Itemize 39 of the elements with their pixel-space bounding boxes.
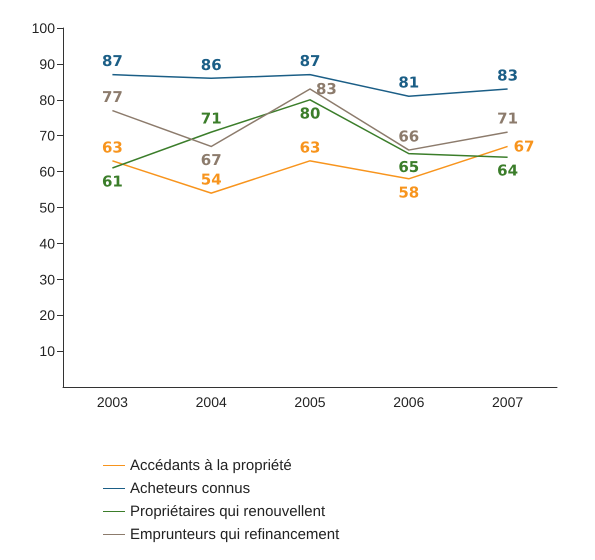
- y-tick-label: 100: [32, 20, 56, 36]
- y-tick-label: 60: [39, 164, 56, 180]
- data-label: 86: [200, 56, 222, 74]
- data-label: 65: [398, 158, 420, 176]
- legend-label: Emprunteurs qui refinancement: [130, 526, 340, 543]
- x-tick-label: 2003: [96, 394, 128, 410]
- y-tick-label: 50: [39, 200, 56, 216]
- data-label: 83: [497, 66, 518, 85]
- data-label: 64: [497, 162, 518, 180]
- data-label: 71: [200, 110, 222, 128]
- data-label: 87: [102, 52, 123, 70]
- x-tick-label: 2007: [492, 394, 524, 410]
- data-label: 67: [200, 150, 222, 169]
- data-label: 66: [398, 128, 420, 146]
- y-tick-label: 20: [39, 307, 56, 324]
- data-label: 63: [102, 138, 123, 156]
- data-label: 67: [514, 137, 534, 156]
- data-label: 83: [316, 80, 337, 98]
- data-label: 87: [300, 52, 320, 70]
- x-tick-label: 2006: [393, 394, 425, 410]
- data-label: 61: [102, 172, 123, 191]
- data-label: 63: [300, 138, 320, 156]
- data-label: 54: [200, 170, 222, 189]
- data-label: 80: [300, 104, 320, 122]
- y-tick-label: 40: [39, 235, 56, 252]
- y-tick-label: 80: [39, 92, 56, 108]
- legend-label: Accédants à la propriété: [130, 457, 292, 474]
- legend-label: Acheteurs connus: [130, 480, 250, 497]
- y-tick-label: 70: [39, 128, 56, 144]
- data-label: 77: [102, 88, 123, 106]
- data-label: 81: [398, 74, 420, 92]
- x-tick-label: 2004: [196, 394, 227, 410]
- y-tick-label: 10: [39, 343, 56, 360]
- data-label: 71: [497, 110, 518, 128]
- data-label: 58: [398, 183, 420, 202]
- legend-label: Propriétaires qui renouvellent: [130, 503, 326, 520]
- x-tick-label: 2005: [294, 394, 326, 410]
- y-tick-label: 30: [39, 271, 56, 288]
- y-tick-label: 90: [39, 56, 56, 72]
